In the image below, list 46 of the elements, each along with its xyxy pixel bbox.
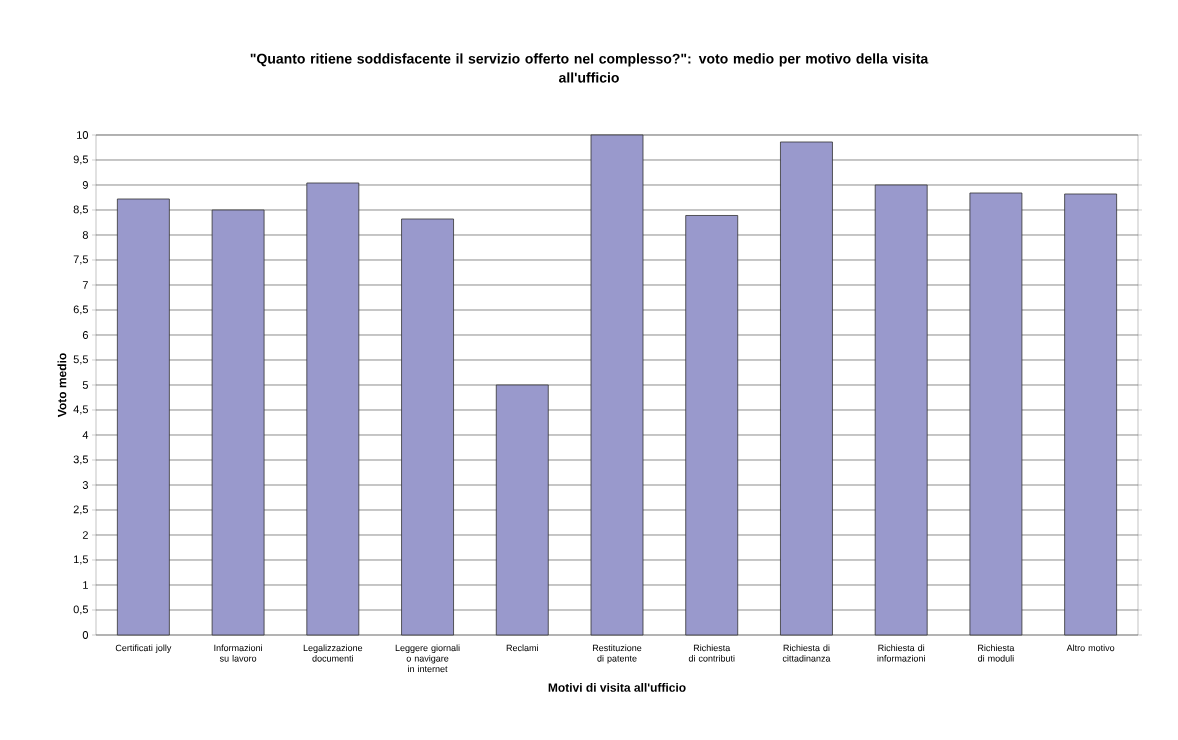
bar xyxy=(590,134,644,636)
x-tick-label: Richiesta di contributi xyxy=(688,644,735,662)
bar xyxy=(685,215,739,636)
y-tick-label: 10 xyxy=(77,131,89,139)
y-tick-label: 0,5 xyxy=(73,605,88,615)
x-tick-label: Richiesta di moduli xyxy=(978,644,1015,662)
bar xyxy=(306,182,360,636)
y-tick-label: 2 xyxy=(82,531,88,539)
y-tick-label: 5 xyxy=(82,381,88,389)
y-tick-label: 7,5 xyxy=(73,255,88,265)
y-tick-label: 4 xyxy=(82,431,89,439)
x-tick-label: Richiesta di cittadinanza xyxy=(782,644,831,662)
x-tick-label: Reclami xyxy=(506,644,538,652)
bar xyxy=(780,141,833,636)
y-axis-title: Voto medio xyxy=(57,353,67,418)
y-tick-label: 9 xyxy=(82,181,88,189)
x-tick-label: Richiesta di informazioni xyxy=(877,644,925,662)
bar xyxy=(116,198,170,636)
bar xyxy=(1064,193,1118,636)
x-tick-label: Legalizzazione documenti xyxy=(303,644,363,662)
x-tick-label: Restituzione di patente xyxy=(592,644,642,664)
y-tick-label: 6 xyxy=(82,331,88,339)
x-tick-label: Certificati jolly xyxy=(115,644,172,653)
y-tick-label: 8 xyxy=(82,231,88,239)
y-tick-label: 5,5 xyxy=(73,355,88,365)
y-tick-label: 7 xyxy=(82,281,88,289)
y-tick-label: 6,5 xyxy=(73,305,88,315)
y-tick-label: 2,5 xyxy=(73,505,88,515)
bar xyxy=(211,209,265,636)
x-tick-label: Informazioni su lavoro xyxy=(214,644,262,662)
y-tick-label: 1,5 xyxy=(74,555,88,565)
bar xyxy=(401,218,454,636)
bar xyxy=(874,184,928,636)
y-tick-label: 0 xyxy=(82,631,89,639)
x-tick-label: Leggere giornali o navigare in internet xyxy=(395,644,460,673)
y-tick-label: 3 xyxy=(82,481,88,489)
bar xyxy=(969,192,1023,636)
x-tick-label: Altro motivo xyxy=(1066,644,1115,652)
y-tick-label: 9,5 xyxy=(73,155,88,165)
y-tick-label: 8,5 xyxy=(73,205,88,215)
chart-title: "Quanto ritiene soddisfacente il servizio offerto nel complesso?": voto medio per motivo della visita all'ufficio xyxy=(250,53,929,83)
bar xyxy=(495,384,549,636)
y-tick-label: 4,5 xyxy=(73,405,88,415)
y-tick-label: 1 xyxy=(83,581,88,589)
y-tick-label: 3,5 xyxy=(73,455,88,465)
x-axis-title: Motivi di visita all'ufficio xyxy=(548,683,686,692)
